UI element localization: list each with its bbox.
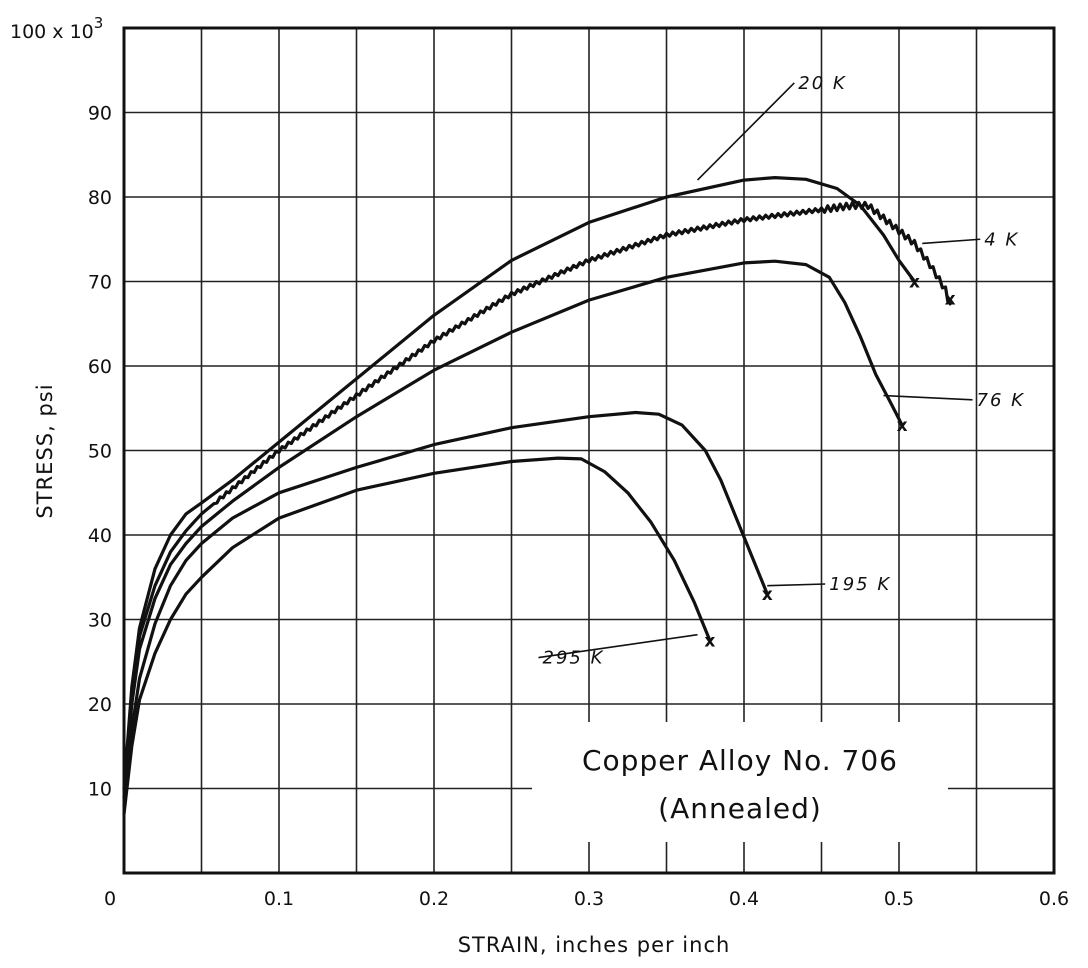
y-axis-multiplier: 100 x 103 — [10, 14, 103, 43]
y-tick-label: 90 — [88, 103, 112, 125]
series-line-20k — [122, 176, 917, 791]
x-axis-label: STRAIN, inches per inch — [458, 933, 731, 957]
series-line-76k — [122, 259, 904, 799]
series-label-20k: 20 K — [798, 73, 846, 94]
leader-line-76k — [883, 394, 973, 401]
chart-title: Copper Alloy No. 706 — [582, 744, 898, 777]
y-tick-label: 50 — [88, 441, 112, 463]
y-axis-ticks: 10 20 30 40 50 60 70 80 90 — [88, 103, 112, 801]
y-tick-label: 70 — [88, 272, 112, 294]
y-tick-label: 10 — [88, 779, 112, 801]
fracture-mark-195k: x — [762, 585, 773, 605]
series-label-4k: 4 K — [984, 229, 1019, 250]
title-background — [532, 722, 948, 842]
chart-title-box: Copper Alloy No. 706 (Annealed) — [532, 722, 948, 842]
leader-line-20k — [696, 82, 795, 181]
x-axis-ticks: 0 0.1 0.2 0.3 0.4 0.5 0.6 — [104, 888, 1069, 910]
fracture-mark-4k: x — [945, 289, 956, 309]
series-label-76k: 76 K — [977, 390, 1025, 411]
fracture-mark-295k: x — [704, 632, 715, 652]
fracture-mark-20k: x — [909, 273, 920, 293]
x-tick-label: 0.3 — [574, 888, 604, 910]
y-axis-label: STRESS, psi — [33, 383, 57, 518]
series-labels: 20 K 4 K 76 K 195 K 295 K — [538, 73, 1025, 669]
x-tick-label: 0.5 — [884, 888, 914, 910]
leader-line-195k — [767, 583, 826, 587]
y-tick-label: 40 — [88, 525, 112, 547]
leader-line-295k — [538, 633, 698, 659]
leader-line-4k — [922, 238, 981, 245]
series-label-195k: 195 K — [829, 574, 891, 595]
series-label-295k: 295 K — [543, 648, 605, 669]
plot-frame — [122, 26, 1056, 875]
series-line-295k — [122, 456, 712, 816]
chart-subtitle: (Annealed) — [658, 792, 822, 825]
y-tick-label: 60 — [88, 356, 112, 378]
fracture-mark-76k: x — [897, 416, 908, 436]
series-curves: x x x x x — [122, 176, 956, 816]
grid — [124, 28, 1054, 873]
y-tick-label: 30 — [88, 610, 112, 632]
y-tick-label: 80 — [88, 187, 112, 209]
series-line-195k — [122, 410, 769, 807]
series-line-4k — [122, 200, 952, 791]
x-tick-label: 0 — [104, 888, 116, 910]
x-tick-label: 0.6 — [1039, 888, 1069, 910]
x-tick-label: 0.4 — [729, 888, 759, 910]
x-tick-label: 0.1 — [264, 888, 294, 910]
y-tick-label: 20 — [88, 694, 112, 716]
x-tick-label: 0.2 — [419, 888, 449, 910]
